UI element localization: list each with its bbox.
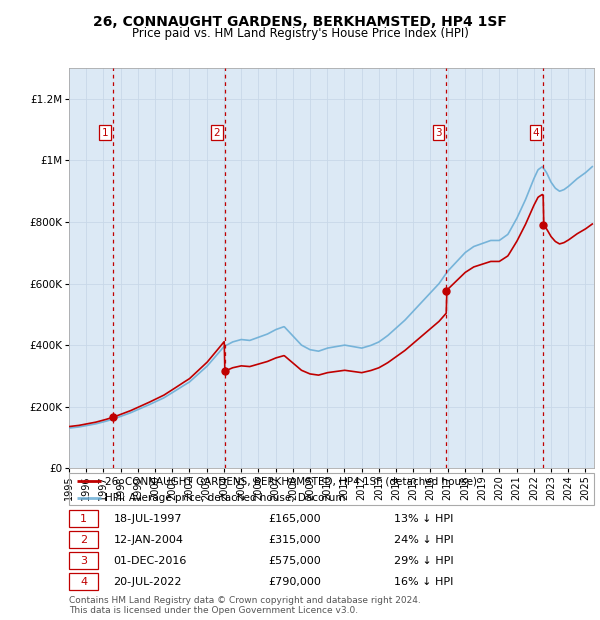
Text: 26, CONNAUGHT GARDENS, BERKHAMSTED, HP4 1SF (detached house): 26, CONNAUGHT GARDENS, BERKHAMSTED, HP4 …: [105, 476, 476, 486]
Text: 16% ↓ HPI: 16% ↓ HPI: [395, 577, 454, 587]
Text: HPI: Average price, detached house, Dacorum: HPI: Average price, detached house, Daco…: [105, 493, 345, 503]
Bar: [69, 531, 98, 548]
Text: This data is licensed under the Open Government Licence v3.0.: This data is licensed under the Open Gov…: [69, 606, 358, 616]
Text: 3: 3: [80, 556, 87, 565]
Text: 2: 2: [80, 535, 87, 545]
Bar: [69, 510, 98, 527]
Text: £790,000: £790,000: [269, 577, 322, 587]
Text: 01-DEC-2016: 01-DEC-2016: [113, 556, 187, 565]
Text: 4: 4: [532, 128, 539, 138]
Text: 29% ↓ HPI: 29% ↓ HPI: [395, 556, 454, 565]
Bar: [69, 552, 98, 569]
Text: 1: 1: [102, 128, 109, 138]
Text: 26, CONNAUGHT GARDENS, BERKHAMSTED, HP4 1SF: 26, CONNAUGHT GARDENS, BERKHAMSTED, HP4 …: [93, 16, 507, 30]
Text: Contains HM Land Registry data © Crown copyright and database right 2024.: Contains HM Land Registry data © Crown c…: [69, 596, 421, 606]
Text: Price paid vs. HM Land Registry's House Price Index (HPI): Price paid vs. HM Land Registry's House …: [131, 27, 469, 40]
Text: 1: 1: [80, 514, 87, 524]
Bar: [69, 574, 98, 590]
Text: 20-JUL-2022: 20-JUL-2022: [113, 577, 182, 587]
Text: £165,000: £165,000: [269, 514, 321, 524]
Text: 24% ↓ HPI: 24% ↓ HPI: [395, 535, 454, 545]
Text: 2: 2: [214, 128, 220, 138]
Text: 4: 4: [80, 577, 87, 587]
Text: £315,000: £315,000: [269, 535, 321, 545]
Text: £575,000: £575,000: [269, 556, 321, 565]
Text: 13% ↓ HPI: 13% ↓ HPI: [395, 514, 454, 524]
Text: 18-JUL-1997: 18-JUL-1997: [113, 514, 182, 524]
Text: 12-JAN-2004: 12-JAN-2004: [113, 535, 184, 545]
Text: 3: 3: [435, 128, 442, 138]
